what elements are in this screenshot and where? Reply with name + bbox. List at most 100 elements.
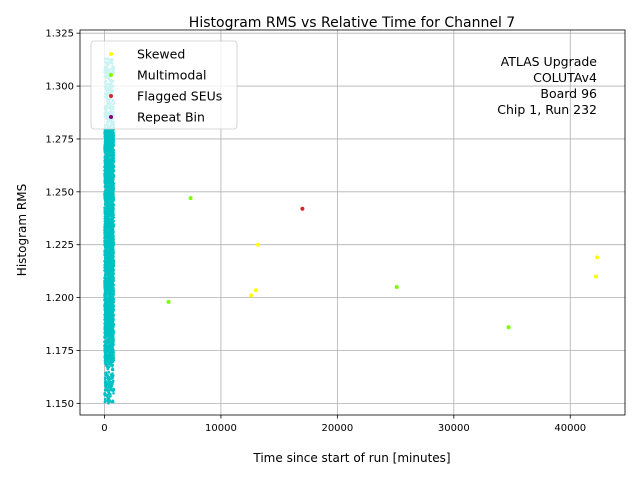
cluster-point [112,297,116,301]
cluster-point [106,155,110,158]
cluster-point [104,216,108,220]
cluster-point [103,180,107,184]
cluster-point [111,284,115,288]
cluster-point [108,227,112,230]
x-tick-label: 40000 [554,423,586,434]
cluster-point [106,374,109,378]
cluster-point [103,157,107,161]
cluster-point [104,285,108,288]
cluster-point [111,359,115,363]
cluster-point [109,263,112,267]
cluster-point [107,287,110,290]
cluster-point [103,400,107,404]
cluster-point [107,135,110,138]
cluster-point [110,330,114,334]
cluster-point [107,272,111,276]
cluster-point [107,162,110,165]
cluster-point [105,273,109,277]
cluster-point [103,241,107,244]
legend-marker [109,73,113,77]
cluster-point [108,359,112,362]
cluster-point [106,326,110,329]
cluster-point [107,149,110,153]
x-axis-ticks: 0 10000 20000 30000 40000 [101,415,586,434]
cluster-point [106,323,109,327]
data-point [188,196,193,201]
cluster-point [112,164,116,168]
cluster-point [110,293,114,297]
cluster-point [103,230,107,233]
cluster-point [103,322,106,325]
y-tick-label: 1.325 [45,29,74,40]
cluster-point [112,151,116,154]
cluster-point [112,135,115,138]
cluster-point [104,246,108,250]
cluster-point [110,384,114,387]
cluster-point [105,179,109,183]
cluster-point [107,300,111,304]
special-points [166,196,600,330]
cluster-point [103,147,106,150]
cluster-point [108,182,112,185]
annotation-line-3: Board 96 [540,86,597,101]
data-point [394,285,399,290]
y-tick-label: 1.225 [45,240,74,251]
cluster-point [108,270,112,274]
cluster-point [106,333,110,336]
cluster-point [107,212,111,216]
cluster-point [104,319,108,323]
chart-title: Histogram RMS vs Relative Time for Chann… [189,15,515,31]
cluster-point [108,206,111,210]
cluster-point [108,362,111,366]
cluster-point [107,210,110,213]
cluster-point [111,313,115,317]
cluster-point [106,217,110,220]
cluster-point [107,370,111,374]
cluster-point [111,368,115,372]
x-tick-label: 10000 [205,423,237,434]
cluster-point [106,200,110,204]
cluster-point [103,282,107,286]
cluster-point [103,192,106,196]
cluster-point [110,288,114,291]
y-axis-ticks: 1.150 1.175 1.200 1.225 1.250 1.275 1.300 1.325 [45,29,80,410]
cluster-point [111,253,115,256]
cluster-point [104,303,108,307]
cluster-point [110,260,113,264]
cluster-point [111,211,115,214]
cluster-point [111,170,114,173]
cluster-point [112,255,115,259]
cluster-point [106,141,110,145]
cluster-point [106,254,110,258]
cluster-point [112,338,115,342]
cluster-point [103,345,107,349]
cluster-point [111,316,115,319]
annotation-line-4: Chip 1, Run 232 [497,102,597,117]
cluster-point [104,371,108,374]
cluster-point [107,260,110,263]
cluster-point [112,272,115,276]
cluster-point [107,320,111,324]
cluster-point [105,292,109,296]
cluster-point [104,339,108,343]
cluster-point [104,203,108,206]
cluster-point [108,322,112,326]
cluster-point [108,294,112,297]
cluster-point [103,315,107,319]
cluster-point [103,190,106,194]
legend-label: Skewed [137,47,185,62]
cluster-point [104,209,108,213]
cluster-point [104,227,108,230]
cluster-point [106,151,109,155]
data-point [166,299,171,304]
cluster-point [107,307,111,311]
cluster-point [105,175,108,179]
data-point [249,293,254,298]
x-tick-label: 30000 [438,423,470,434]
y-axis-label: Histogram RMS [15,184,29,276]
cluster-point [103,308,106,311]
cluster-point [103,129,107,132]
cluster-point [103,335,106,338]
y-tick-label: 1.275 [45,134,74,145]
cluster-point [112,387,116,391]
